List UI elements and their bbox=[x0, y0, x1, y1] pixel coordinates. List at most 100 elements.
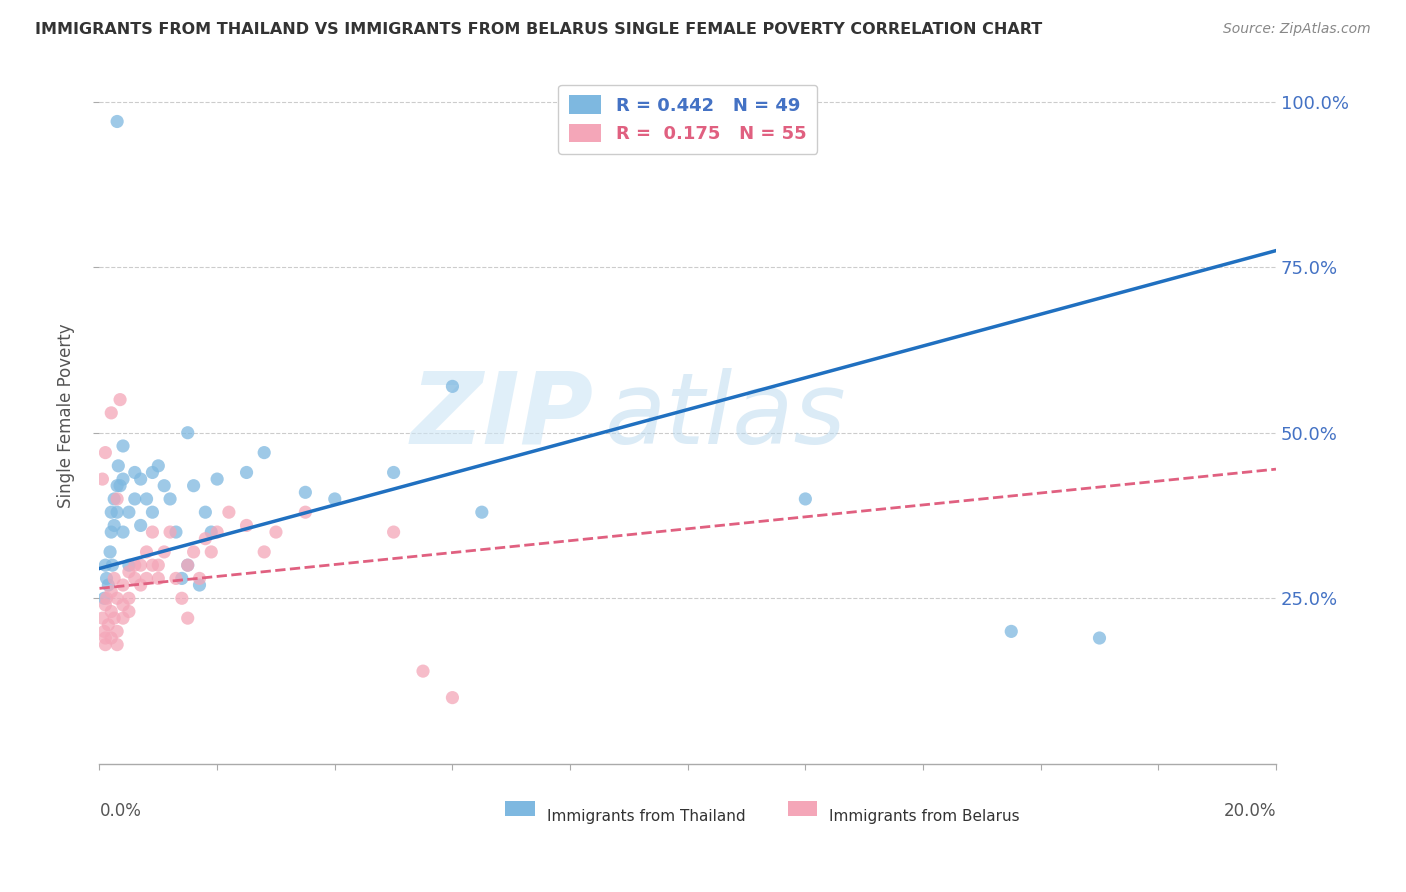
Y-axis label: Single Female Poverty: Single Female Poverty bbox=[58, 324, 75, 508]
Point bbox=[153, 479, 176, 493]
Point bbox=[101, 558, 124, 573]
Point bbox=[96, 571, 118, 585]
Point bbox=[96, 591, 118, 606]
Point bbox=[159, 491, 181, 506]
Point bbox=[253, 545, 276, 559]
Point bbox=[1000, 624, 1022, 639]
Point bbox=[294, 485, 316, 500]
Point bbox=[129, 558, 152, 573]
Point bbox=[100, 605, 122, 619]
Point bbox=[111, 524, 134, 539]
Point bbox=[124, 558, 146, 573]
Point bbox=[177, 425, 200, 440]
Point bbox=[97, 578, 120, 592]
Text: IMMIGRANTS FROM THAILAND VS IMMIGRANTS FROM BELARUS SINGLE FEMALE POVERTY CORREL: IMMIGRANTS FROM THAILAND VS IMMIGRANTS F… bbox=[35, 22, 1042, 37]
Point bbox=[100, 631, 122, 645]
Point bbox=[103, 611, 125, 625]
Point bbox=[91, 472, 114, 486]
Point bbox=[188, 578, 211, 592]
Text: 0.0%: 0.0% bbox=[100, 802, 142, 820]
Point bbox=[177, 611, 200, 625]
Point bbox=[103, 491, 125, 506]
Point bbox=[105, 114, 128, 128]
Point bbox=[105, 638, 128, 652]
Point bbox=[118, 565, 141, 579]
Point bbox=[153, 545, 176, 559]
Point bbox=[111, 439, 134, 453]
Point bbox=[205, 472, 228, 486]
Point bbox=[124, 571, 146, 585]
Point bbox=[148, 558, 170, 573]
Point bbox=[93, 624, 115, 639]
Point bbox=[129, 578, 152, 592]
Point bbox=[111, 472, 134, 486]
Point bbox=[97, 617, 120, 632]
Text: atlas: atlas bbox=[606, 368, 846, 465]
Point bbox=[107, 458, 129, 473]
Point bbox=[294, 505, 316, 519]
Point bbox=[441, 379, 464, 393]
Point bbox=[105, 491, 128, 506]
Point bbox=[264, 524, 287, 539]
Point bbox=[1088, 631, 1111, 645]
Point bbox=[441, 690, 464, 705]
Point bbox=[471, 505, 494, 519]
Point bbox=[100, 505, 122, 519]
Point bbox=[129, 518, 152, 533]
Legend: R = 0.442   N = 49, R =  0.175   N = 55: R = 0.442 N = 49, R = 0.175 N = 55 bbox=[558, 85, 817, 154]
Point bbox=[323, 491, 346, 506]
Point bbox=[124, 491, 146, 506]
Point bbox=[105, 591, 128, 606]
Point bbox=[141, 558, 163, 573]
Point bbox=[94, 638, 117, 652]
Point bbox=[100, 584, 122, 599]
Point bbox=[253, 445, 276, 459]
Point bbox=[94, 445, 117, 459]
Point bbox=[183, 479, 205, 493]
Point bbox=[148, 458, 170, 473]
Point bbox=[100, 524, 122, 539]
Point bbox=[91, 611, 114, 625]
Point bbox=[218, 505, 240, 519]
Text: Immigrants from Thailand: Immigrants from Thailand bbox=[547, 809, 745, 824]
Point bbox=[794, 491, 817, 506]
Point bbox=[124, 466, 146, 480]
Point bbox=[170, 571, 193, 585]
Point bbox=[135, 491, 157, 506]
Point bbox=[103, 518, 125, 533]
Text: ZIP: ZIP bbox=[411, 368, 593, 465]
Text: Immigrants from Belarus: Immigrants from Belarus bbox=[830, 809, 1019, 824]
Point bbox=[105, 505, 128, 519]
Point bbox=[165, 571, 187, 585]
Bar bbox=[505, 801, 534, 816]
Point bbox=[94, 631, 117, 645]
Text: Source: ZipAtlas.com: Source: ZipAtlas.com bbox=[1223, 22, 1371, 37]
Point bbox=[111, 598, 134, 612]
Point bbox=[141, 505, 163, 519]
Point bbox=[100, 406, 122, 420]
Bar bbox=[787, 801, 817, 816]
Point bbox=[111, 611, 134, 625]
Point bbox=[177, 558, 200, 573]
Point bbox=[382, 466, 405, 480]
Point bbox=[118, 505, 141, 519]
Point bbox=[235, 466, 257, 480]
Point bbox=[200, 545, 222, 559]
Point bbox=[412, 664, 434, 678]
Point bbox=[94, 598, 117, 612]
Point bbox=[108, 392, 131, 407]
Point bbox=[159, 524, 181, 539]
Point bbox=[177, 558, 200, 573]
Point bbox=[141, 466, 163, 480]
Point bbox=[93, 591, 115, 606]
Point bbox=[108, 479, 131, 493]
Point bbox=[183, 545, 205, 559]
Point bbox=[141, 524, 163, 539]
Point bbox=[118, 591, 141, 606]
Point bbox=[235, 518, 257, 533]
Point bbox=[205, 524, 228, 539]
Point bbox=[135, 571, 157, 585]
Point bbox=[103, 571, 125, 585]
Point bbox=[118, 558, 141, 573]
Point bbox=[165, 524, 187, 539]
